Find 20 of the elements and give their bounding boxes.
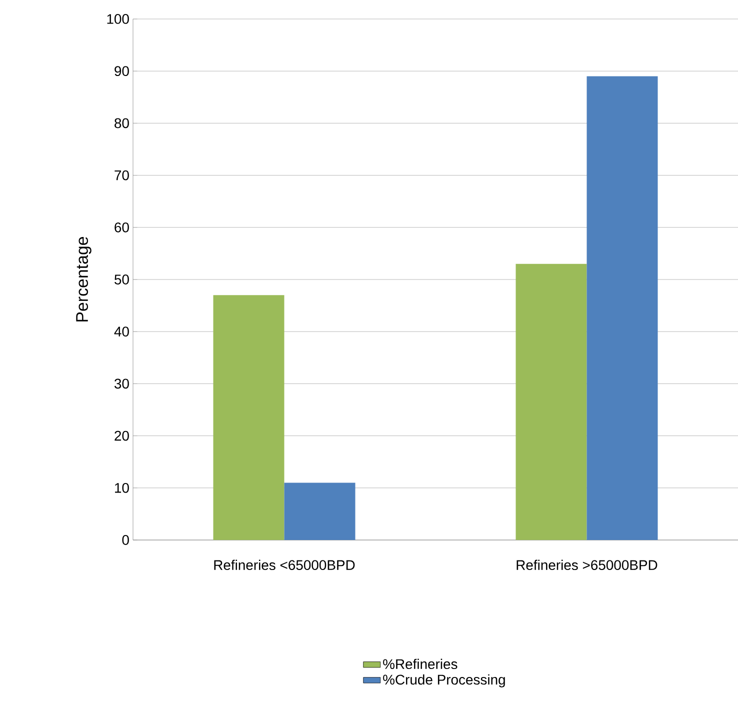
- y-tick-label: 90: [114, 66, 129, 76]
- y-axis-title: Percentage: [76, 236, 92, 322]
- y-tick-label: 60: [114, 222, 129, 232]
- bar: [284, 482, 356, 540]
- x-tick-label: Refineries <65000BPD: [214, 560, 355, 570]
- bar: [213, 295, 284, 540]
- y-tick-label: 40: [114, 326, 129, 337]
- y-tick-label: 30: [114, 378, 129, 389]
- bar: [516, 264, 587, 540]
- y-tick-label: 0: [122, 535, 129, 545]
- y-tick-label: 20: [114, 430, 129, 441]
- y-tick-label: 100: [107, 14, 129, 24]
- y-tick-label: 70: [114, 170, 129, 180]
- x-tick-label: Refineries >65000BPD: [516, 560, 658, 570]
- bar: [586, 76, 658, 540]
- legend-label: %Crude Processing: [383, 674, 505, 688]
- y-tick-label: 10: [115, 482, 129, 493]
- legend-label: %Refineries: [383, 658, 458, 670]
- y-tick-label: 80: [114, 118, 129, 128]
- y-tick-label: 50: [114, 274, 129, 284]
